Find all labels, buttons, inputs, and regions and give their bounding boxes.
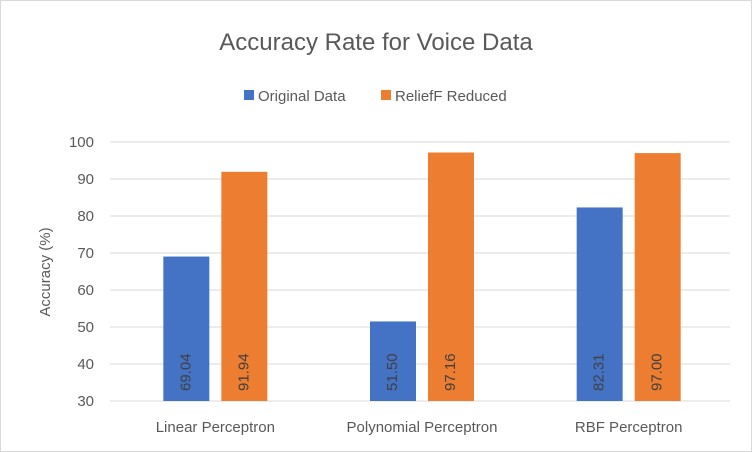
x-axis-labels: Linear Perceptron Polynomial Perceptron RB… (156, 419, 683, 436)
y-tick-label: 100 (69, 134, 94, 151)
data-label: 82.31 (591, 353, 608, 391)
data-label: 51.50 (384, 353, 401, 391)
bar-relieff-reduced-rbf-perceptron (634, 153, 681, 401)
y-tick-label: 40 (77, 356, 94, 373)
legend-label-original-data: Original Data (258, 88, 346, 105)
legend: Original Data ReliefF Reduced (244, 88, 507, 105)
bar-relieff-reduced-polynomial-perceptron (428, 152, 474, 401)
y-tick-label: 90 (77, 171, 94, 188)
data-label: 97.16 (442, 353, 459, 391)
y-tick-label: 80 (77, 208, 94, 225)
legend-swatch-original-data (244, 90, 254, 100)
gridlines (110, 141, 730, 402)
data-label: 97.00 (649, 353, 666, 391)
bars: 69.04 91.94 51.50 97.16 82.31 97.00 (163, 152, 681, 401)
y-tick-label: 60 (77, 282, 94, 299)
x-category-label: Linear Perceptron (156, 419, 275, 436)
bar-relieff-reduced-linear-perceptron (221, 171, 268, 401)
bar-original-data-rbf-perceptron (576, 207, 623, 401)
bar-original-data-linear-perceptron (163, 256, 210, 401)
legend-label-relieff-reduced: ReliefF Reduced (395, 88, 507, 105)
bar-original-data-polynomial-perceptron (370, 321, 416, 401)
x-category-label: RBF Perceptron (575, 419, 683, 436)
y-tick-label: 50 (77, 319, 94, 336)
y-tick-label: 70 (77, 245, 94, 262)
legend-swatch-relieff-reduced (381, 90, 391, 100)
y-axis-label: Accuracy (%) (37, 227, 54, 316)
data-label: 69.04 (177, 353, 194, 391)
x-category-label: Polynomial Perceptron (347, 419, 498, 436)
y-tick-label: 30 (77, 393, 94, 410)
y-axis-ticks: 30 40 50 60 70 80 90 100 (69, 134, 94, 410)
chart-title: Accuracy Rate for Voice Data (219, 29, 533, 56)
data-label: 91.94 (235, 353, 252, 391)
